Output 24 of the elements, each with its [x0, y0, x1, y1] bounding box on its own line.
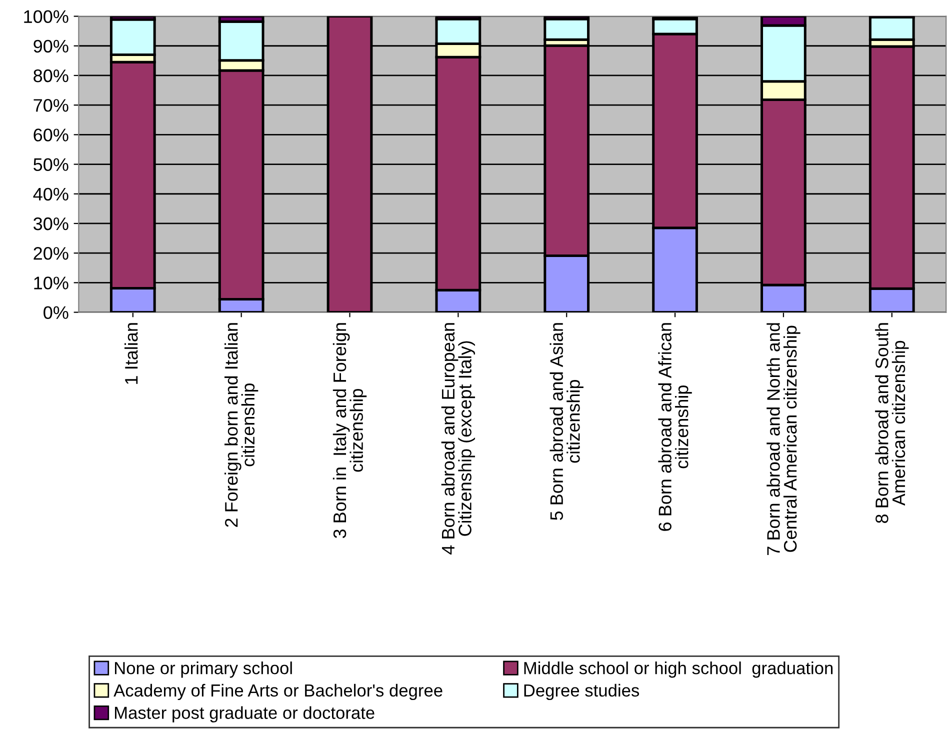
legend-label: Master post graduate or doctorate [114, 706, 374, 722]
y-tick-label: 50% [34, 158, 68, 171]
legend-label: None or primary school [114, 662, 292, 678]
x-tick-label: 7 Born abroad and North and Central American citizenship [766, 323, 800, 555]
x-tick-label: 5 Born abroad and Asian citizenship [550, 323, 584, 520]
y-tick-label: 0% [44, 306, 68, 319]
y-tick-label: 40% [33, 188, 68, 201]
y-tick-label: 60% [34, 128, 68, 142]
y-tick-label: 70% [34, 99, 68, 112]
y-tick-label: 30% [34, 217, 68, 230]
x-tick-label: 1 Italian [124, 323, 138, 384]
x-tick-label: 8 Born abroad and South American citizenship [875, 323, 909, 523]
x-tick-label: 6 Born abroad and African citizenship [658, 323, 692, 531]
y-tick-label: 10% [34, 276, 68, 290]
legend-label: Middle school or high school graduation [524, 662, 833, 678]
y-tick-label: 90% [34, 40, 68, 53]
legend-label: Academy of Fine Arts or Bachelor's degree [114, 684, 442, 700]
legend-label: Degree studies [524, 684, 640, 700]
x-tick-label: 4 Born abroad and European Citizenship (except Italy) [441, 323, 476, 554]
x-tick-label: 3 Born in Italy and Foreign citizenship [332, 323, 367, 538]
x-tick-label: 2 Foreign born and Italian citizenship [224, 323, 258, 527]
y-tick-label: 80% [34, 69, 68, 82]
y-tick-label: 100% [24, 10, 68, 23]
y-tick-label: 20% [34, 247, 68, 260]
